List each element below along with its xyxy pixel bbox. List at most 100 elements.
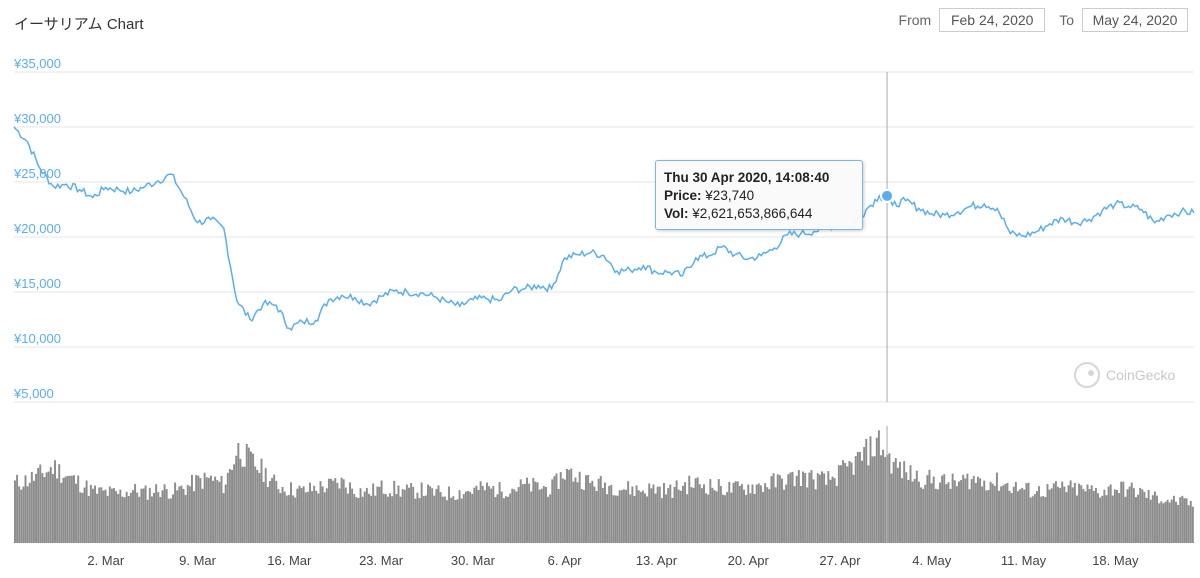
- volume-bar: [129, 492, 132, 543]
- volume-bar: [854, 456, 857, 543]
- volume-bar: [844, 463, 847, 543]
- volume-bar: [559, 472, 562, 543]
- volume-bar: [772, 473, 775, 543]
- volume-bar: [604, 482, 606, 543]
- volume-bar: [226, 472, 229, 543]
- volume-bar: [551, 479, 554, 543]
- volume-bar: [1143, 491, 1146, 543]
- volume-bar: [660, 498, 663, 543]
- volume-bar: [1000, 486, 1003, 543]
- volume-bar: [901, 478, 904, 543]
- volume-bar: [1120, 481, 1123, 543]
- volume-bar: [557, 489, 560, 543]
- volume-bar: [1094, 488, 1097, 543]
- volume-bar: [134, 484, 137, 543]
- volume-bar: [1189, 500, 1192, 543]
- volume-bar: [405, 484, 408, 543]
- y-tick-label: ¥15,000: [13, 276, 61, 291]
- volume-bar: [1046, 484, 1049, 543]
- volume-bar: [292, 495, 295, 543]
- volume-bar: [861, 460, 864, 543]
- volume-bar: [675, 480, 678, 543]
- volume-bar: [852, 474, 855, 543]
- volume-bar: [79, 492, 82, 543]
- volume-bar: [445, 500, 448, 543]
- volume-bar: [979, 478, 982, 543]
- volume-bar: [368, 493, 370, 543]
- volume-bar: [220, 475, 223, 543]
- volume-bar: [724, 495, 727, 543]
- volume-bar: [523, 483, 526, 543]
- volume-bar: [601, 487, 604, 543]
- volume-bar: [755, 484, 758, 543]
- volume-bar: [726, 491, 729, 543]
- volume-bar: [184, 494, 187, 543]
- volume-bar: [1031, 496, 1034, 543]
- volume-bar: [490, 488, 493, 543]
- volume-bar: [1082, 489, 1085, 543]
- volume-bar: [1130, 482, 1133, 543]
- volume-bar: [441, 496, 444, 543]
- volume-bar: [1078, 483, 1081, 543]
- volume-bar: [85, 480, 88, 543]
- volume-bar: [686, 494, 689, 543]
- volume-bar: [566, 469, 569, 543]
- volume-bar: [932, 476, 935, 543]
- from-date-input[interactable]: [939, 8, 1046, 32]
- tooltip-vol-row: Vol: ¥2,621,653,866,644: [664, 205, 862, 223]
- x-tick-label: 11. May: [1001, 553, 1047, 568]
- volume-bar: [1166, 499, 1169, 543]
- volume-bar: [37, 468, 40, 543]
- volume-bar: [802, 471, 805, 543]
- volume-bar: [882, 449, 885, 543]
- volume-bar: [235, 455, 238, 543]
- x-tick-label: 16. Mar: [267, 553, 312, 568]
- volume-bar: [498, 482, 501, 543]
- volume-bar: [943, 474, 946, 543]
- y-tick-label: ¥10,000: [13, 331, 61, 346]
- volume-bar: [1006, 483, 1009, 543]
- volume-bar: [294, 497, 297, 543]
- volume-bar: [821, 471, 823, 543]
- volume-bar: [127, 496, 130, 543]
- volume-bar: [614, 495, 617, 543]
- volume-bar: [359, 488, 362, 543]
- volume-bar: [764, 483, 767, 543]
- volume-bar: [585, 475, 587, 543]
- volume-bar: [1017, 491, 1019, 543]
- volume-bar: [376, 486, 379, 543]
- volume-bar: [1025, 483, 1028, 543]
- volume-bar: [349, 482, 351, 543]
- volume-bar: [481, 486, 484, 543]
- volume-bar: [791, 471, 794, 543]
- volume-bar: [1014, 481, 1017, 543]
- volume-bar: [633, 496, 636, 543]
- hover-tooltip: Thu 30 Apr 2020, 14:08:40 Price: ¥23,740…: [655, 160, 863, 230]
- gecko-logo-icon: [1074, 362, 1100, 388]
- volume-bar: [1168, 502, 1171, 543]
- volume-bar: [448, 486, 451, 543]
- volume-bar: [1010, 493, 1013, 543]
- volume-bar: [287, 495, 290, 543]
- volume-bar: [304, 492, 307, 543]
- volume-bar: [1111, 495, 1114, 543]
- volume-bar: [1105, 495, 1108, 543]
- volume-bar: [380, 480, 383, 543]
- volume-bar: [526, 477, 528, 543]
- x-tick-label: 9. Mar: [179, 553, 217, 568]
- volume-bar: [469, 491, 472, 543]
- volume-bar: [300, 488, 303, 543]
- volume-bar: [620, 490, 623, 543]
- volume-bar: [728, 481, 731, 543]
- volume-bar: [1156, 495, 1159, 543]
- volume-bar: [787, 474, 790, 543]
- volume-bar: [717, 479, 720, 543]
- volume-bar: [327, 478, 330, 543]
- volume-bar: [1067, 485, 1070, 543]
- volume-bar: [98, 487, 101, 543]
- to-date-input[interactable]: [1082, 8, 1188, 32]
- volume-bar: [732, 482, 735, 543]
- volume-bar: [245, 444, 248, 543]
- volume-bar: [1065, 492, 1068, 543]
